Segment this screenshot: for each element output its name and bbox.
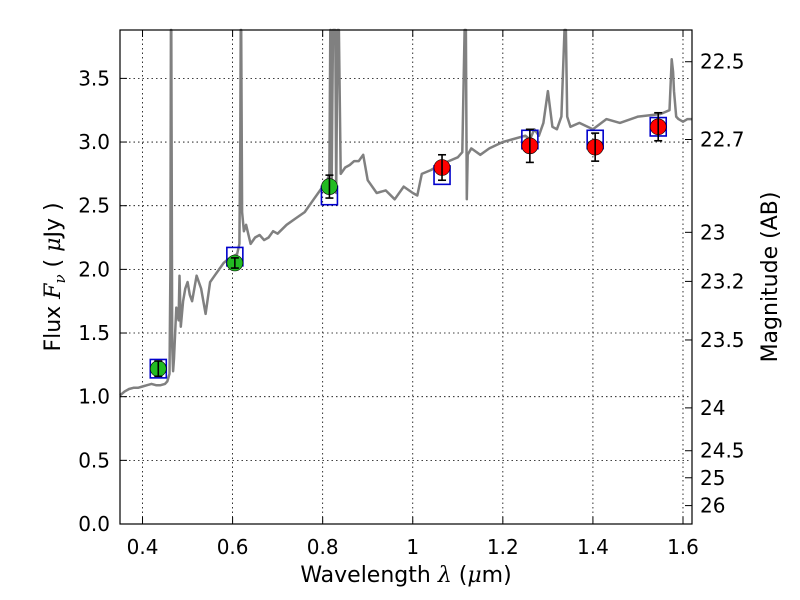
y2-tick-label: 26 bbox=[700, 494, 725, 518]
observed-point bbox=[649, 111, 667, 142]
y-tick-label: 3.5 bbox=[78, 66, 110, 90]
y-tick-label: 2.0 bbox=[78, 257, 110, 281]
x-tick-label: 0.4 bbox=[127, 535, 159, 559]
plot-frame bbox=[119, 29, 693, 525]
grid bbox=[120, 30, 692, 524]
observed-point bbox=[433, 153, 451, 182]
x-axis-title: Wavelength λ (μm) bbox=[300, 563, 511, 588]
y2-tick-labels: 22.5 22.7 23 23.2 23.5 24 24.5 25 26 bbox=[700, 50, 745, 518]
y-tick-label: 1.0 bbox=[78, 385, 110, 409]
y2-tick-label: 25 bbox=[700, 466, 725, 490]
plot-background bbox=[120, 30, 692, 524]
y2-tick-label: 23.5 bbox=[700, 328, 745, 352]
y2-axis-title: Magnitude (AB) bbox=[758, 192, 783, 363]
y-axis-title: Flux Fν ( μJy ) bbox=[41, 202, 69, 351]
y2-tick-label: 22.7 bbox=[700, 128, 745, 152]
x-tick-label: 1.4 bbox=[577, 535, 609, 559]
y-tick-label: 2.5 bbox=[78, 194, 110, 218]
y2-tick-label: 22.5 bbox=[700, 50, 745, 74]
y-tick-labels: 0.0 0.5 1.0 1.5 2.0 2.5 3.0 3.5 bbox=[78, 66, 110, 536]
y2-tick-label: 23 bbox=[700, 220, 725, 244]
x-tick-label: 0.6 bbox=[217, 535, 249, 559]
y-tick-label: 3.0 bbox=[78, 130, 110, 154]
y-tick-label: 0.5 bbox=[78, 448, 110, 472]
x-tick-label: 1.6 bbox=[667, 535, 699, 559]
x-tick-label: 0.8 bbox=[307, 535, 339, 559]
x-tick-labels: 0.4 0.6 0.8 1 1.2 1.4 1.6 bbox=[127, 535, 699, 559]
observed-point bbox=[521, 128, 539, 164]
axis-ticks bbox=[120, 30, 692, 525]
observed-points bbox=[149, 111, 667, 378]
y2-tick-label: 24 bbox=[700, 396, 725, 420]
y2-tick-label: 24.5 bbox=[700, 439, 745, 463]
observed-point bbox=[226, 254, 244, 272]
y-tick-label: 0.0 bbox=[78, 512, 110, 536]
observed-point bbox=[321, 174, 338, 199]
observed-point bbox=[149, 360, 167, 378]
observed-point bbox=[586, 132, 604, 162]
y2-tick-label: 23.2 bbox=[700, 269, 745, 293]
x-tick-label: 1 bbox=[406, 535, 419, 559]
x-tick-label: 1.2 bbox=[487, 535, 519, 559]
y-tick-label: 1.5 bbox=[78, 321, 110, 345]
